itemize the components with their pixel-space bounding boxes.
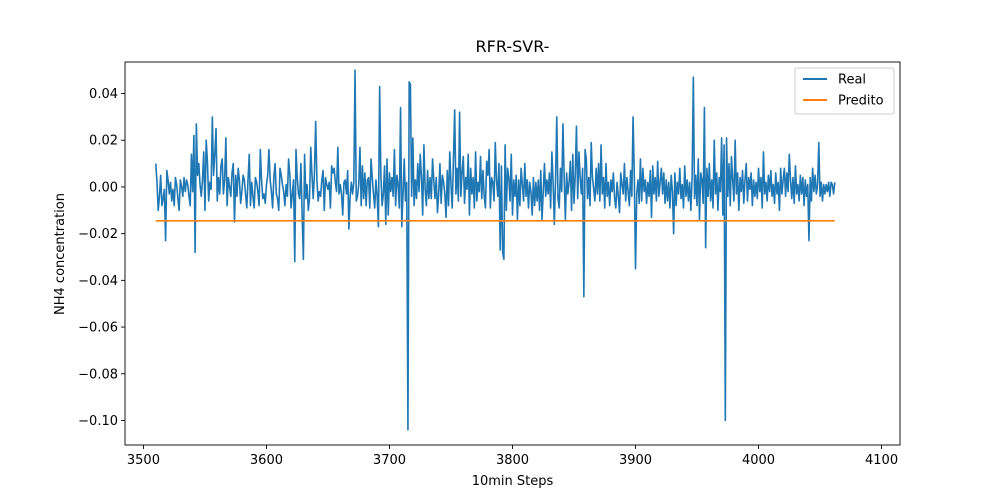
x-tick-label: 3800	[496, 453, 529, 468]
x-tick-label: 4100	[865, 453, 898, 468]
x-tick-label: 3900	[619, 453, 652, 468]
y-tick-label: 0.00	[89, 180, 118, 195]
y-tick-label: 0.04	[89, 87, 118, 102]
legend: Real Predito	[794, 67, 895, 115]
x-tick-label: 3700	[373, 453, 406, 468]
legend-label-real: Real	[838, 73, 866, 88]
plot-area: 3500 3600 3700 3800 3900 4000 4100 0.04 0.02 0.00…	[78, 61, 901, 468]
x-axis-title: 10min Steps	[472, 474, 554, 489]
x-tick-label: 4000	[742, 453, 775, 468]
y-tick-label: −0.08	[78, 367, 118, 382]
y-tick-label: 0.02	[89, 134, 118, 149]
x-tick-label: 3600	[250, 453, 283, 468]
series-line-real	[154, 69, 836, 431]
y-tick-label: −0.02	[78, 227, 118, 242]
y-axis-title: NH4 concentration	[53, 193, 68, 315]
x-tick-label: 3500	[127, 453, 160, 468]
legend-label-predito: Predito	[838, 94, 884, 109]
y-tick-label: −0.06	[78, 321, 118, 336]
y-tick-label: −0.04	[78, 274, 118, 289]
y-tick-label: −0.10	[78, 414, 118, 429]
chart-title: RFR-SVR-	[476, 37, 550, 56]
